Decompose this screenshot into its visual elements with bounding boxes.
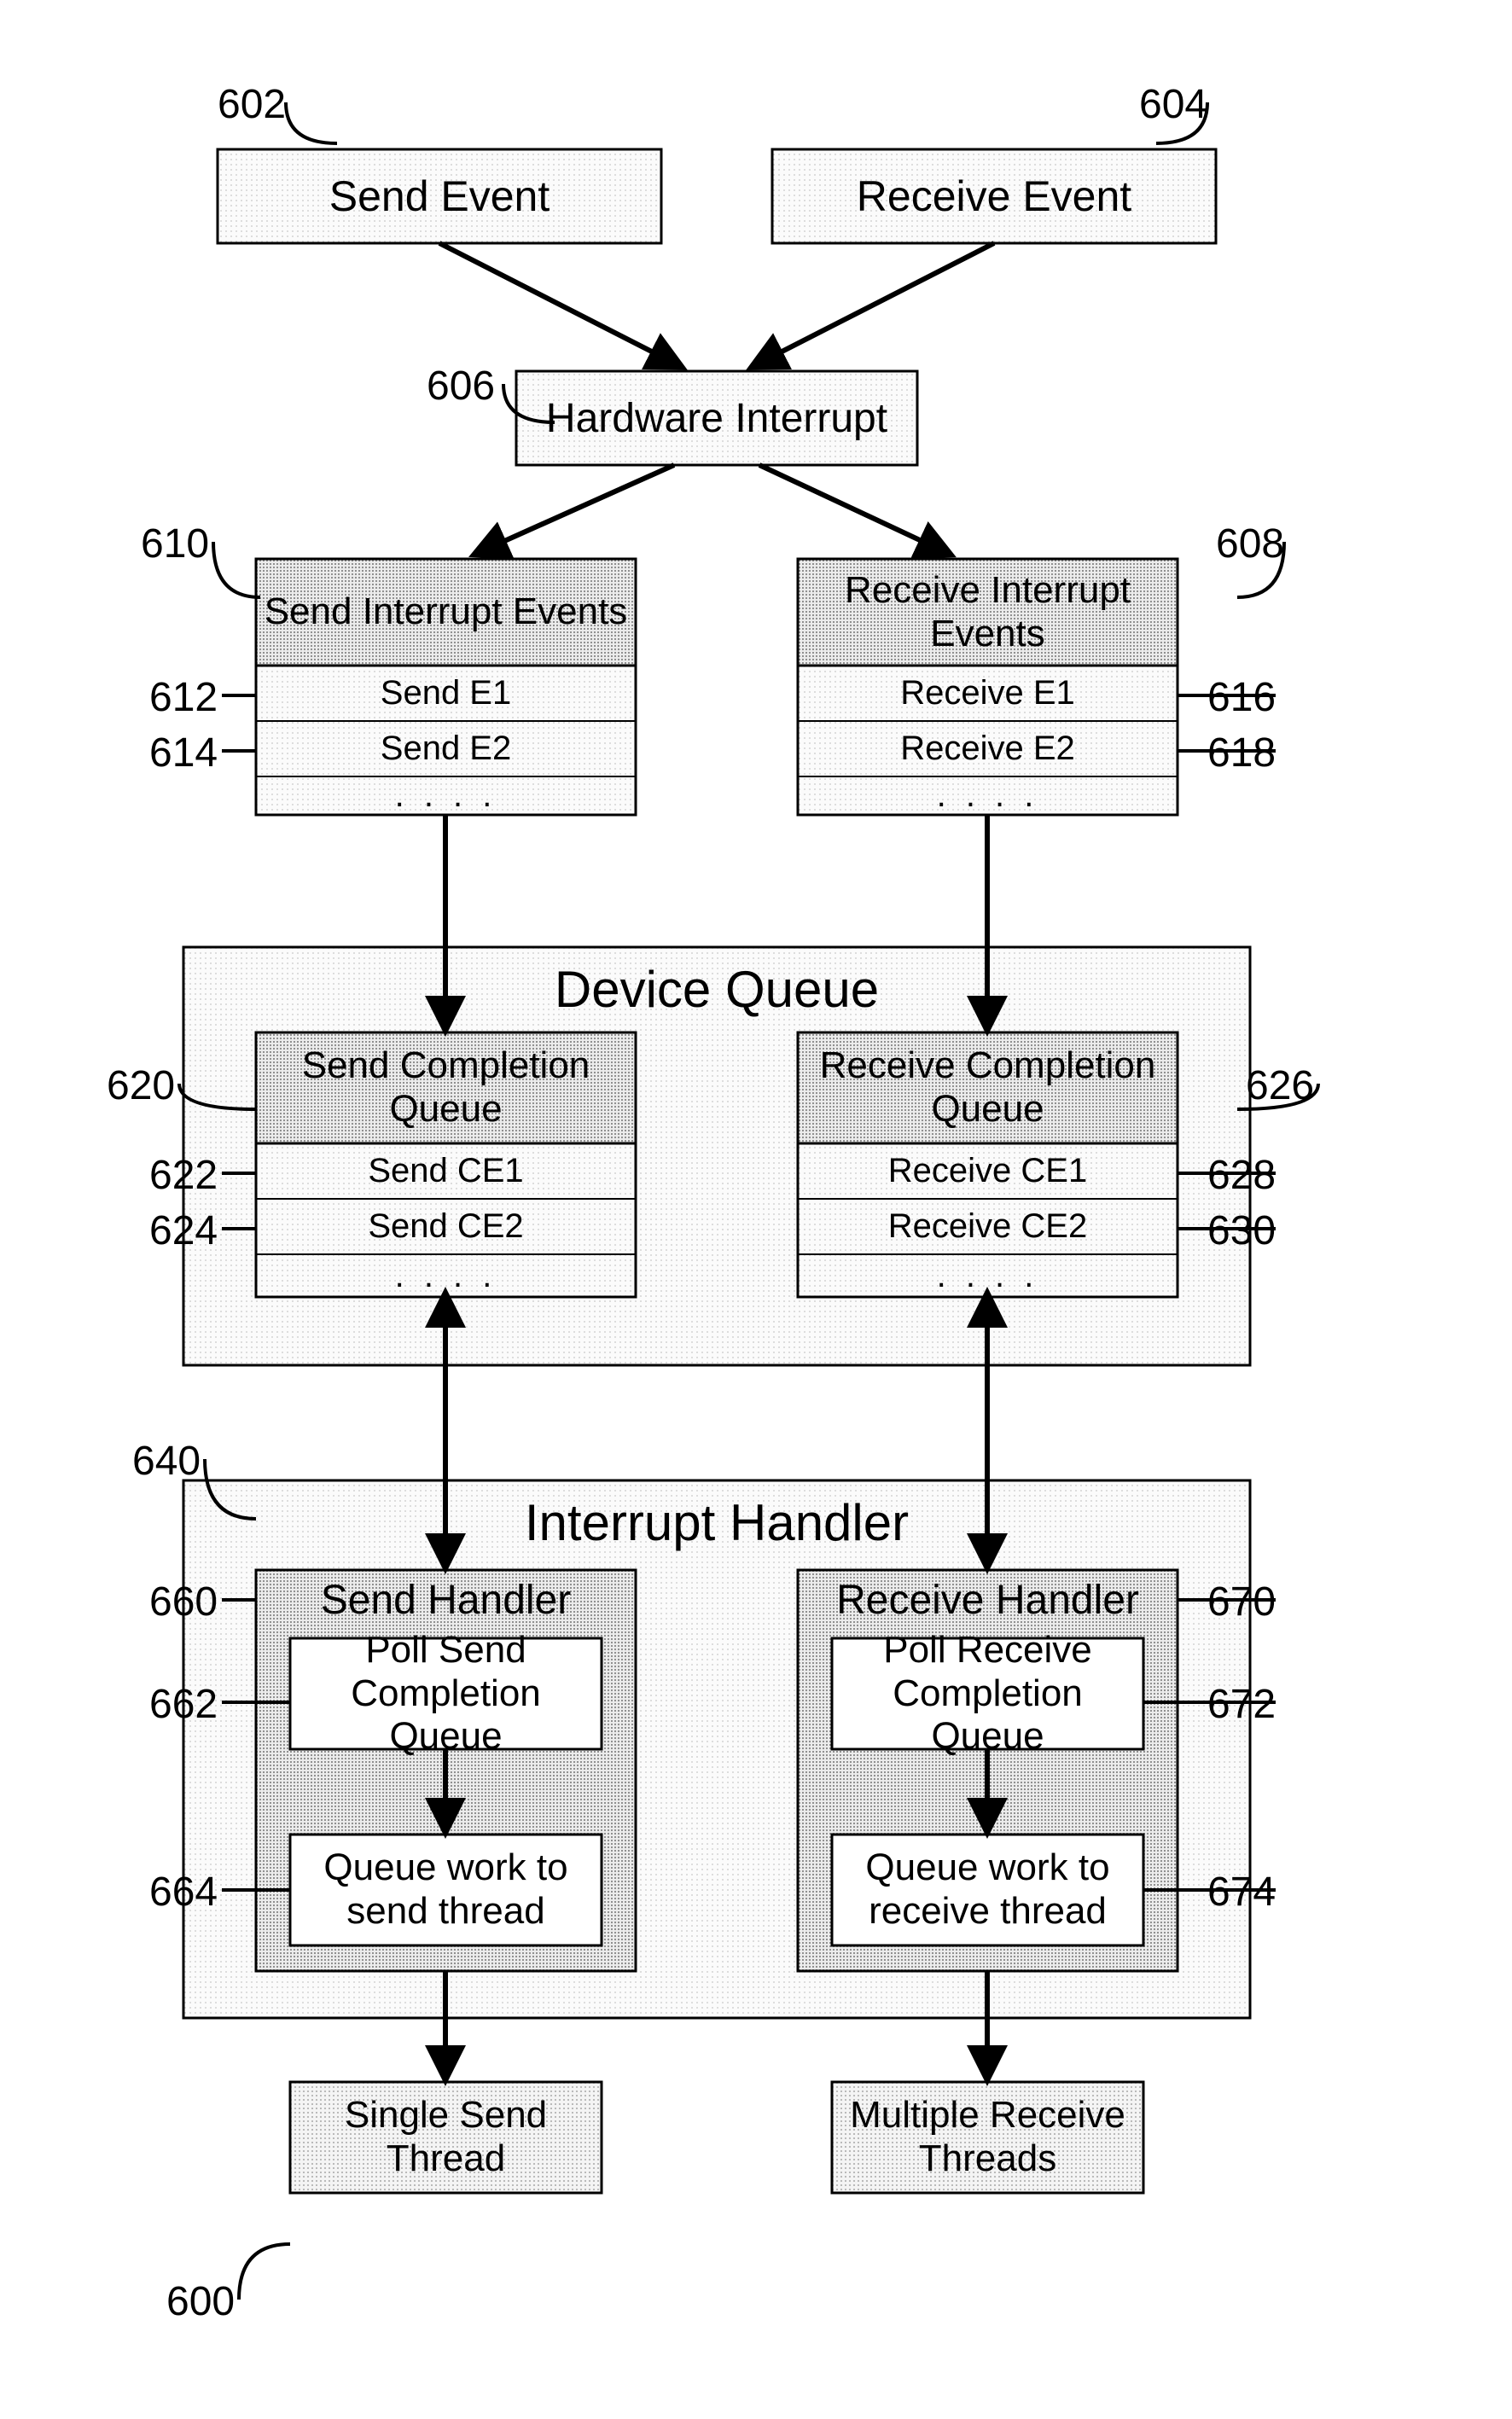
receive-event-box: Receive Event xyxy=(772,149,1216,243)
ref-n622: 622 xyxy=(149,1152,218,1199)
poll-recv-box: Poll Receive Completion Queue xyxy=(832,1638,1143,1749)
ref-n674: 674 xyxy=(1207,1869,1276,1916)
ref-n660: 660 xyxy=(149,1579,218,1625)
ref-n640: 640 xyxy=(132,1438,201,1485)
ref-n618: 618 xyxy=(1207,730,1276,776)
ref-n620: 620 xyxy=(107,1062,175,1109)
single-send-thread: Single Send Thread xyxy=(290,2082,602,2193)
send-int-events-row-0: Send E1 xyxy=(256,666,636,721)
ref-n628: 628 xyxy=(1207,1152,1276,1199)
recv-completion-queue-header: Receive Completion Queue xyxy=(798,1032,1178,1143)
arrow-0 xyxy=(439,243,678,365)
ref-n614: 614 xyxy=(149,730,218,776)
leader-0 xyxy=(286,102,337,143)
arrow-2 xyxy=(478,465,674,553)
recv-completion-queue-dots: . . . . xyxy=(798,1254,1178,1297)
recv-handler-title: Receive Handler xyxy=(798,1574,1178,1625)
ref-n600: 600 xyxy=(166,2278,235,2325)
leader-3 xyxy=(213,542,260,597)
ref-n604: 604 xyxy=(1139,81,1207,128)
send-completion-queue-row-0: Send CE1 xyxy=(256,1143,636,1199)
diagram-svg xyxy=(0,0,1512,2419)
interrupt-handler-title: Interrupt Handler xyxy=(183,1493,1250,1552)
send-event-box: Send Event xyxy=(218,149,661,243)
ref-n624: 624 xyxy=(149,1207,218,1254)
queue-send-box: Queue work to send thread xyxy=(290,1835,602,1945)
ref-n602: 602 xyxy=(218,81,286,128)
recv-int-events-row-1: Receive E2 xyxy=(798,721,1178,776)
send-int-events-dots: . . . . xyxy=(256,776,636,815)
multi-recv-thread: Multiple Receive Threads xyxy=(832,2082,1143,2193)
ref-n616: 616 xyxy=(1207,674,1276,721)
queue-recv-box: Queue work to receive thread xyxy=(832,1835,1143,1945)
ref-n610: 610 xyxy=(141,520,209,567)
ref-n664: 664 xyxy=(149,1869,218,1916)
leader-22 xyxy=(239,2244,290,2300)
send-completion-queue-row-1: Send CE2 xyxy=(256,1199,636,1254)
poll-send-box: Poll Send Completion Queue xyxy=(290,1638,602,1749)
send-completion-queue-dots: . . . . xyxy=(256,1254,636,1297)
ref-n630: 630 xyxy=(1207,1207,1276,1254)
send-int-events-header: Send Interrupt Events xyxy=(256,559,636,666)
arrow-1 xyxy=(755,243,994,365)
ref-n612: 612 xyxy=(149,674,218,721)
recv-int-events-row-0: Receive E1 xyxy=(798,666,1178,721)
recv-int-events-header: Receive Interrupt Events xyxy=(798,559,1178,666)
ref-n670: 670 xyxy=(1207,1579,1276,1625)
send-int-events-row-1: Send E2 xyxy=(256,721,636,776)
device-queue-title: Device Queue xyxy=(183,960,1250,1019)
arrow-3 xyxy=(759,465,947,553)
ref-n606: 606 xyxy=(427,363,495,410)
recv-completion-queue-row-1: Receive CE2 xyxy=(798,1199,1178,1254)
hw-interrupt-box: Hardware Interrupt xyxy=(516,371,917,465)
ref-n608: 608 xyxy=(1216,520,1284,567)
ref-n626: 626 xyxy=(1246,1062,1314,1109)
recv-int-events-dots: . . . . xyxy=(798,776,1178,815)
ref-n672: 672 xyxy=(1207,1681,1276,1728)
ref-n662: 662 xyxy=(149,1681,218,1728)
send-completion-queue-header: Send Completion Queue xyxy=(256,1032,636,1143)
recv-completion-queue-row-0: Receive CE1 xyxy=(798,1143,1178,1199)
send-handler-title: Send Handler xyxy=(256,1574,636,1625)
